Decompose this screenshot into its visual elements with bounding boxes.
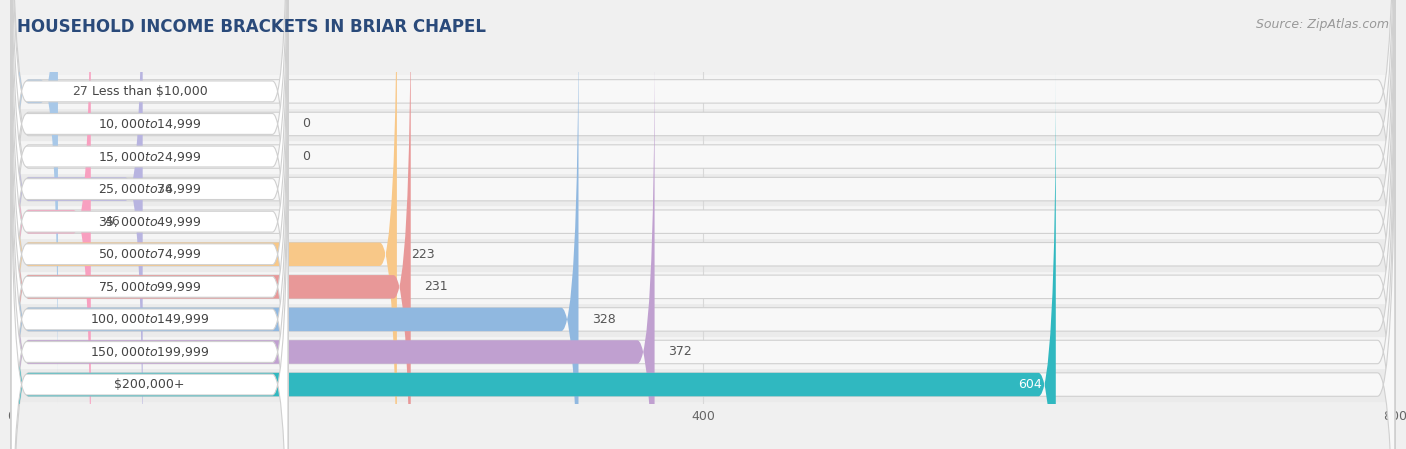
FancyBboxPatch shape bbox=[11, 37, 288, 449]
Text: $15,000 to $24,999: $15,000 to $24,999 bbox=[98, 150, 201, 163]
Text: $75,000 to $99,999: $75,000 to $99,999 bbox=[98, 280, 201, 294]
FancyBboxPatch shape bbox=[11, 70, 1056, 449]
Text: Source: ZipAtlas.com: Source: ZipAtlas.com bbox=[1256, 18, 1389, 31]
FancyBboxPatch shape bbox=[11, 0, 288, 449]
FancyBboxPatch shape bbox=[11, 0, 288, 374]
FancyBboxPatch shape bbox=[11, 0, 1395, 438]
Bar bbox=[11, 173, 1395, 205]
FancyBboxPatch shape bbox=[11, 0, 91, 449]
FancyBboxPatch shape bbox=[11, 38, 655, 449]
Bar bbox=[11, 238, 1395, 271]
Text: Less than $10,000: Less than $10,000 bbox=[91, 85, 208, 98]
FancyBboxPatch shape bbox=[11, 69, 288, 449]
Bar bbox=[11, 108, 1395, 140]
Text: 372: 372 bbox=[668, 345, 692, 358]
Text: $35,000 to $49,999: $35,000 to $49,999 bbox=[98, 215, 201, 229]
Text: 46: 46 bbox=[104, 215, 121, 228]
FancyBboxPatch shape bbox=[11, 0, 288, 407]
FancyBboxPatch shape bbox=[11, 0, 288, 449]
Text: 27: 27 bbox=[72, 85, 87, 98]
Text: 223: 223 bbox=[411, 248, 434, 261]
Text: 0: 0 bbox=[302, 150, 309, 163]
FancyBboxPatch shape bbox=[11, 0, 1395, 449]
Bar bbox=[11, 271, 1395, 303]
FancyBboxPatch shape bbox=[11, 0, 142, 449]
FancyBboxPatch shape bbox=[11, 0, 288, 449]
Bar bbox=[11, 75, 1395, 108]
Text: $150,000 to $199,999: $150,000 to $199,999 bbox=[90, 345, 209, 359]
Text: 328: 328 bbox=[592, 313, 616, 326]
FancyBboxPatch shape bbox=[11, 0, 1395, 449]
FancyBboxPatch shape bbox=[11, 70, 1395, 449]
Text: $200,000+: $200,000+ bbox=[114, 378, 184, 391]
FancyBboxPatch shape bbox=[11, 5, 578, 449]
Text: HOUSEHOLD INCOME BRACKETS IN BRIAR CHAPEL: HOUSEHOLD INCOME BRACKETS IN BRIAR CHAPE… bbox=[17, 18, 486, 36]
FancyBboxPatch shape bbox=[11, 5, 1395, 449]
Bar bbox=[11, 368, 1395, 401]
FancyBboxPatch shape bbox=[11, 0, 58, 405]
Text: $10,000 to $14,999: $10,000 to $14,999 bbox=[98, 117, 201, 131]
FancyBboxPatch shape bbox=[11, 0, 1395, 449]
Text: $50,000 to $74,999: $50,000 to $74,999 bbox=[98, 247, 201, 261]
Bar bbox=[11, 303, 1395, 336]
Text: 231: 231 bbox=[425, 280, 449, 293]
FancyBboxPatch shape bbox=[11, 0, 1395, 405]
FancyBboxPatch shape bbox=[11, 0, 396, 449]
Bar bbox=[11, 140, 1395, 173]
FancyBboxPatch shape bbox=[11, 0, 1395, 449]
FancyBboxPatch shape bbox=[11, 0, 411, 449]
Bar bbox=[11, 336, 1395, 368]
FancyBboxPatch shape bbox=[11, 4, 288, 449]
Text: 0: 0 bbox=[302, 118, 309, 131]
FancyBboxPatch shape bbox=[11, 0, 288, 439]
Bar bbox=[11, 205, 1395, 238]
Text: $25,000 to $34,999: $25,000 to $34,999 bbox=[98, 182, 201, 196]
FancyBboxPatch shape bbox=[11, 0, 1395, 449]
FancyBboxPatch shape bbox=[11, 102, 288, 449]
Text: 76: 76 bbox=[156, 183, 173, 196]
FancyBboxPatch shape bbox=[11, 38, 1395, 449]
Text: 604: 604 bbox=[1018, 378, 1042, 391]
Text: $100,000 to $149,999: $100,000 to $149,999 bbox=[90, 313, 209, 326]
